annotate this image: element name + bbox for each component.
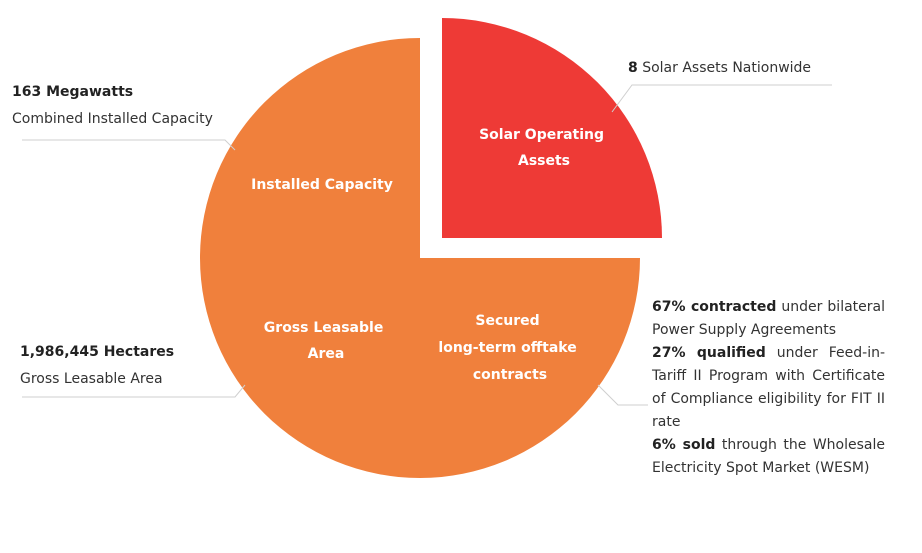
leader-line-area — [22, 384, 246, 398]
offtake-item-sold: 6% sold through the Wholesale Electricit… — [652, 434, 885, 480]
solar-operating-assets-segment — [442, 18, 662, 238]
offtake-sold-bold: 6% sold — [652, 437, 716, 453]
area-text: Gross Leasable Area — [20, 371, 163, 387]
capacity-text: Combined Installed Capacity — [12, 111, 213, 127]
leader-line-capacity — [22, 139, 236, 151]
secured-offtake-label-line-1: Secured — [475, 313, 539, 329]
solar-operating-label-line-2: Assets — [518, 153, 570, 169]
offtake-qualified-text: under Feed-in-Tariff II Program with Cer… — [652, 345, 886, 430]
secured-offtake-label-line-2: long-term offtake — [438, 340, 576, 356]
capacity-value: 163 Megawatts — [12, 84, 134, 100]
callout-capacity: 163 Megawatts Combined Installed Capacit… — [12, 81, 213, 131]
offtake-contracted-text: under bilateral Power Supply Agreements — [652, 299, 885, 338]
area-value: 1,986,445 Hectares — [20, 344, 175, 360]
offtake-item-contracted: 67% contracted under bilateral Power Sup… — [652, 296, 885, 342]
callout-area: 1,986,445 Hectares Gross Leasable Area — [20, 341, 174, 391]
callout-offtake: 67% contracted under bilateral Power Sup… — [652, 296, 885, 480]
leader-line-offtake — [597, 384, 648, 406]
solar-assets-count: 8 — [628, 60, 638, 76]
gross-leasable-area-label: Gross Leasable Area — [264, 320, 388, 362]
solar-operating-label: Solar Operating Assets — [479, 127, 609, 169]
installed-capacity-label: Installed Capacity — [251, 177, 393, 193]
solar-operating-label-line-1: Solar Operating — [479, 127, 604, 143]
offtake-sold-text: through the Wholesale Electricity Spot M… — [652, 437, 885, 476]
callout-solar-assets: 8 Solar Assets Nationwide — [628, 57, 811, 80]
leader-line-solar-assets — [611, 84, 832, 113]
gross-leasable-label-line-2: Area — [308, 346, 345, 362]
gross-leasable-label-line-1: Gross Leasable — [264, 320, 384, 336]
secured-offtake-label: Secured long-term offtake contracts — [438, 313, 581, 383]
solar-assets-text: Solar Assets Nationwide — [637, 60, 812, 76]
offtake-item-qualified: 27% qualified under Feed-in-Tariff II Pr… — [652, 342, 885, 434]
secured-offtake-label-line-3: contracts — [473, 367, 547, 383]
main-pie-segment — [200, 38, 640, 478]
offtake-contracted-bold: 67% contracted — [652, 299, 777, 315]
offtake-qualified-bold: 27% qualified — [652, 345, 766, 361]
